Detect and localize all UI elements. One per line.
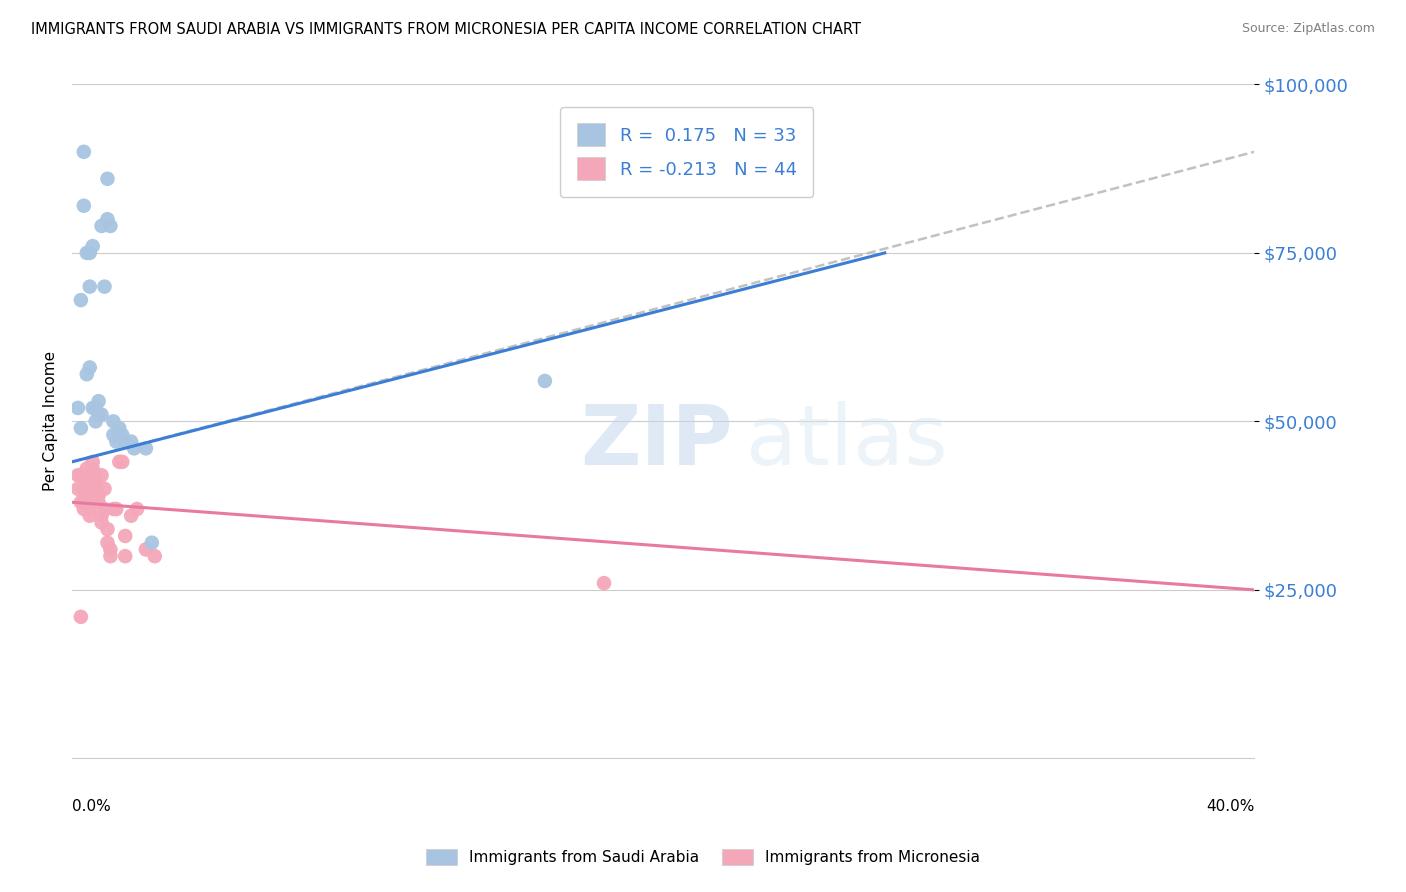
Point <box>84 414 107 428</box>
Point <box>143 549 166 564</box>
Text: 0.0%: 0.0% <box>72 798 111 814</box>
Point <box>70 293 93 307</box>
Point <box>87 394 110 409</box>
Point <box>114 549 136 564</box>
Point <box>141 535 163 549</box>
Point <box>70 495 93 509</box>
Point <box>84 475 107 489</box>
Point <box>79 508 101 523</box>
Point <box>79 360 101 375</box>
Text: IMMIGRANTS FROM SAUDI ARABIA VS IMMIGRANTS FROM MICRONESIA PER CAPITA INCOME COR: IMMIGRANTS FROM SAUDI ARABIA VS IMMIGRAN… <box>31 22 860 37</box>
Point <box>82 468 104 483</box>
Text: Source: ZipAtlas.com: Source: ZipAtlas.com <box>1241 22 1375 36</box>
Point <box>87 495 110 509</box>
Point <box>79 279 101 293</box>
Point <box>114 434 136 449</box>
Point <box>90 508 112 523</box>
Point <box>79 246 101 260</box>
Point <box>534 374 557 388</box>
Point <box>108 421 131 435</box>
Point <box>96 171 118 186</box>
Point <box>73 482 96 496</box>
Point <box>70 421 93 435</box>
Point <box>103 414 125 428</box>
Point <box>84 482 107 496</box>
Point <box>76 461 98 475</box>
Point <box>73 495 96 509</box>
Point <box>76 246 98 260</box>
Point <box>82 461 104 475</box>
Point <box>593 576 616 591</box>
Point <box>96 522 118 536</box>
Point <box>100 542 122 557</box>
Text: ZIP: ZIP <box>581 401 733 482</box>
Point <box>135 542 157 557</box>
Point <box>105 434 128 449</box>
Point <box>82 455 104 469</box>
Point <box>87 408 110 422</box>
Y-axis label: Per Capita Income: Per Capita Income <box>44 351 58 491</box>
Point <box>96 535 118 549</box>
Point <box>76 495 98 509</box>
Point <box>93 279 115 293</box>
Point <box>66 401 89 415</box>
Point <box>90 219 112 233</box>
Point <box>111 428 134 442</box>
Point <box>120 508 142 523</box>
Point <box>76 368 98 382</box>
Text: atlas: atlas <box>745 401 948 482</box>
Point <box>66 468 89 483</box>
Point <box>66 482 89 496</box>
Point <box>90 408 112 422</box>
Point <box>125 502 148 516</box>
Legend: Immigrants from Saudi Arabia, Immigrants from Micronesia: Immigrants from Saudi Arabia, Immigrants… <box>420 843 986 871</box>
Legend: R =  0.175   N = 33, R = -0.213   N = 44: R = 0.175 N = 33, R = -0.213 N = 44 <box>560 107 813 196</box>
Point <box>73 199 96 213</box>
Point <box>114 529 136 543</box>
Point <box>93 482 115 496</box>
Point <box>87 489 110 503</box>
Point <box>84 401 107 415</box>
Point <box>73 145 96 159</box>
Point <box>84 468 107 483</box>
Point <box>108 455 131 469</box>
Point <box>100 549 122 564</box>
Point <box>79 482 101 496</box>
Point <box>70 610 93 624</box>
Point <box>82 401 104 415</box>
Point <box>111 455 134 469</box>
Text: 40.0%: 40.0% <box>1206 798 1254 814</box>
Point <box>120 434 142 449</box>
Point <box>70 468 93 483</box>
Point <box>79 468 101 483</box>
Point <box>73 502 96 516</box>
Point <box>82 239 104 253</box>
Point <box>103 428 125 442</box>
Point <box>135 442 157 456</box>
Point <box>76 475 98 489</box>
Point <box>100 219 122 233</box>
Point <box>84 489 107 503</box>
Point <box>103 502 125 516</box>
Point <box>93 502 115 516</box>
Point <box>96 212 118 227</box>
Point <box>90 516 112 530</box>
Point <box>122 442 145 456</box>
Point <box>90 468 112 483</box>
Point <box>105 502 128 516</box>
Point <box>79 502 101 516</box>
